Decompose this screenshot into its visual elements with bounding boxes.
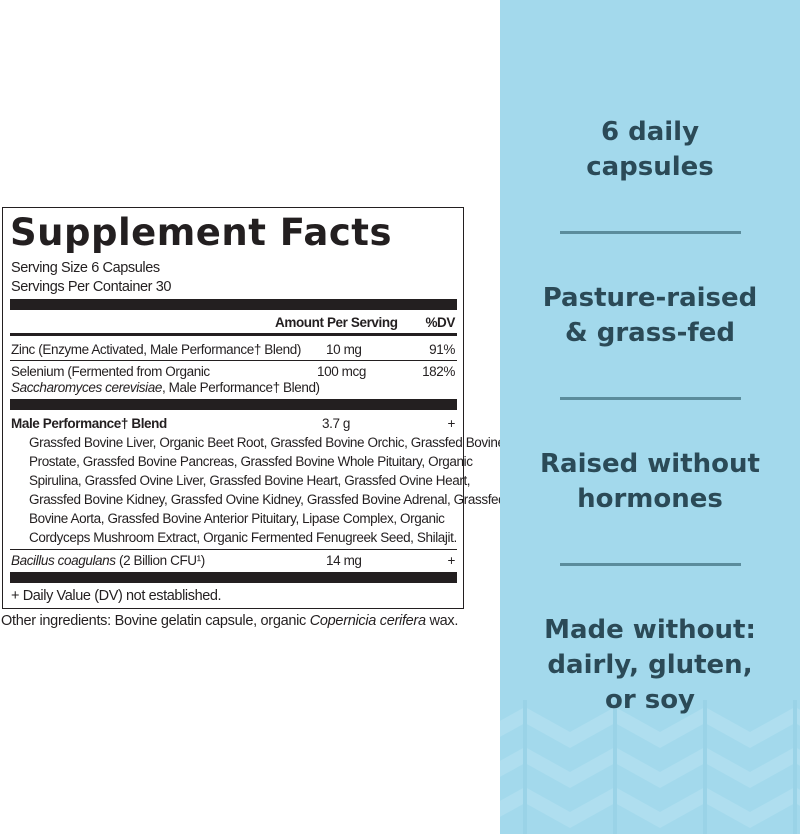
selenium-species: Saccharomyces cerevisiae [11, 380, 162, 395]
claim-line: Made without: [544, 615, 756, 645]
claim-pasture-raised: Pasture-raised & grass-fed [500, 281, 800, 351]
bacillus-amount: 14 mg [326, 553, 362, 568]
selenium-dv: 182% [422, 364, 455, 379]
divider-bar [10, 333, 457, 336]
claim-line: & grass-fed [564, 318, 735, 348]
claim-made-without: Made without: dairly, gluten, or soy [500, 613, 800, 718]
divider-bar [10, 299, 457, 310]
supplement-facts-label: Supplement Facts Serving Size 6 Capsules… [2, 207, 506, 609]
claim-line: hormones [577, 484, 723, 514]
divider-bar [10, 572, 457, 583]
claim-line: Pasture-raised [542, 283, 758, 313]
header-dv: %DV [425, 315, 455, 330]
bacillus-cfu: (2 Billion CFU¹) [115, 553, 205, 568]
servings-per-container: Servings Per Container 30 [11, 279, 172, 295]
selenium-name: Selenium (Fermented from Organic [11, 364, 210, 379]
claim-daily-capsules: 6 daily capsules [500, 115, 800, 185]
blend-ingredients-line: Bovine Aorta, Grassfed Bovine Anterior P… [29, 511, 445, 526]
divider-line [10, 360, 457, 361]
divider-line [560, 231, 741, 234]
blend-ingredients-line: Prostate, Grassfed Bovine Pancreas, Gras… [29, 454, 473, 469]
claims-panel: 6 daily capsules Pasture-raised & grass-fe… [500, 0, 800, 834]
claim-line: Raised without [540, 449, 760, 479]
blend-ingredients-line: Cordyceps Mushroom Extract, Organic Ferm… [29, 530, 457, 545]
header-amount: Amount Per Serving [275, 315, 398, 330]
claim-line: capsules [586, 152, 714, 182]
other-ingredients-text: Other ingredients: Bovine gelatin capsul… [1, 613, 310, 629]
other-ingredients-species: Copernicia cerifera [309, 613, 426, 629]
claim-line: 6 daily [600, 117, 700, 147]
blend-ingredients-line: Spirulina, Grassfed Ovine Liver, Grassfe… [29, 473, 471, 488]
blend-amount: 3.7 g [322, 416, 351, 431]
blend-dv: + [447, 416, 456, 431]
divider-bar [10, 399, 457, 410]
selenium-name-line2: Saccharomyces cerevisiae, Male Performan… [11, 380, 320, 396]
zinc-name: Zinc (Enzyme Activated, Male Performance… [11, 342, 301, 357]
claim-no-hormones: Raised without hormones [500, 447, 800, 517]
label-title: Supplement Facts [10, 211, 393, 254]
footnote: + Daily Value (DV) not established. [11, 588, 222, 604]
bacillus-dv: + [447, 553, 456, 568]
serving-size: Serving Size 6 Capsules [11, 260, 160, 276]
blend-ingredients-line: Grassfed Bovine Liver, Organic Beet Root… [29, 435, 505, 450]
divider-line [10, 549, 457, 550]
selenium-source: , Male Performance† Blend) [161, 380, 320, 395]
claim-line: dairly, gluten, [547, 650, 753, 680]
zinc-dv: 91% [429, 342, 455, 357]
bacillus-name: Bacillus coagulans (2 Billion CFU¹) [11, 553, 205, 569]
blend-name: Male Performance† Blend [11, 416, 167, 431]
blend-ingredients-line: Grassfed Bovine Kidney, Grassfed Ovine K… [29, 492, 506, 507]
chevron-pattern-icon [500, 700, 800, 834]
other-ingredients: Other ingredients: Bovine gelatin capsul… [1, 613, 458, 629]
divider-line [560, 563, 741, 566]
zinc-amount: 10 mg [326, 342, 362, 357]
other-ingredients-suffix: wax. [425, 613, 459, 629]
claim-line: or soy [604, 685, 696, 715]
bacillus-species: Bacillus coagulans [11, 553, 116, 568]
selenium-amount: 100 mcg [317, 364, 366, 379]
divider-line [560, 397, 741, 400]
